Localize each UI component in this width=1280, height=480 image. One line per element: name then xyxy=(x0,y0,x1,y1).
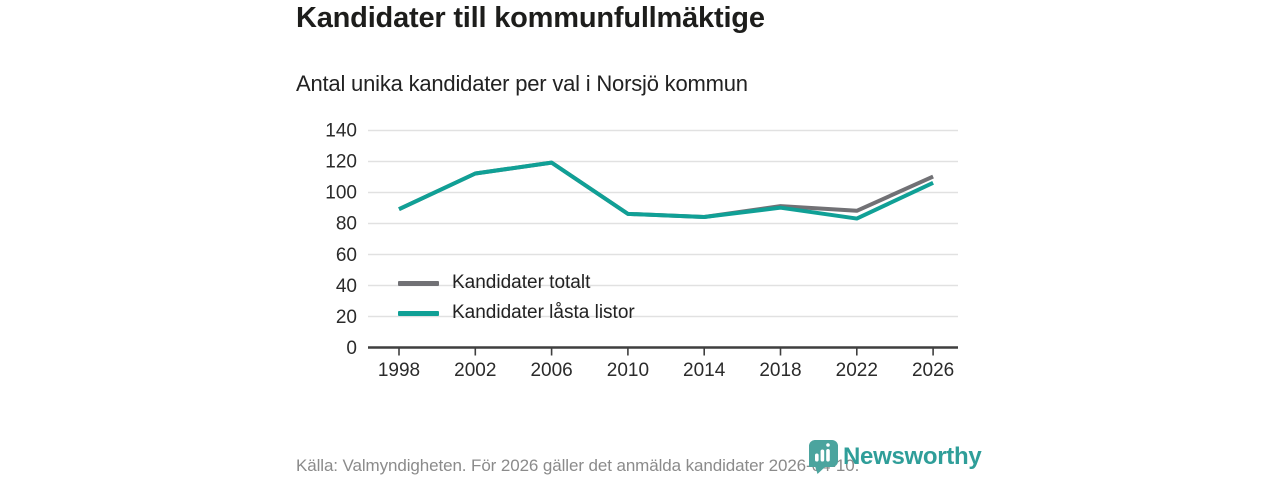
y-axis-tick-label: 60 xyxy=(336,245,357,266)
y-axis-tick-label: 0 xyxy=(346,338,357,359)
newsworthy-wordmark: Newsworthy xyxy=(843,443,982,470)
y-axis-tick-label: 140 xyxy=(325,121,357,142)
series-line-0 xyxy=(398,160,934,219)
x-axis-tick-label: 2010 xyxy=(607,360,649,381)
legend-swatch-locked-lists xyxy=(398,310,439,316)
legend-item-total: Kandidater totalt xyxy=(398,268,635,298)
newsworthy-logo[interactable]: Newsworthy xyxy=(809,440,982,474)
y-axis-tick-label: 100 xyxy=(325,183,357,204)
y-axis-tick-label: 40 xyxy=(336,276,357,297)
x-axis-tick-label: 2014 xyxy=(683,360,726,381)
series-line-1 xyxy=(398,160,934,221)
legend-label-total: Kandidater totalt xyxy=(452,272,591,293)
y-axis-tick-label: 120 xyxy=(325,152,357,173)
chart-legend: Kandidater totalt Kandidater låsta listo… xyxy=(398,268,635,328)
x-axis-tick-label: 2006 xyxy=(530,360,572,381)
chart-subtitle: Antal unika kandidater per val i Norsjö … xyxy=(296,71,748,96)
newsworthy-bubble-icon xyxy=(809,440,838,474)
x-axis-tick-label: 2026 xyxy=(912,360,954,381)
legend-swatch-total xyxy=(398,280,439,286)
legend-label-locked-lists: Kandidater låsta listor xyxy=(452,302,635,323)
y-axis-tick-label: 20 xyxy=(336,307,357,328)
x-axis-tick-label: 2022 xyxy=(836,360,878,381)
y-axis-tick-label: 80 xyxy=(336,214,357,235)
x-axis-tick-label: 2018 xyxy=(759,360,801,381)
x-axis-tick-label: 2002 xyxy=(454,360,496,381)
chart-title: Kandidater till kommunfullmäktige xyxy=(296,2,765,34)
source-note: Källa: Valmyndigheten. För 2026 gäller d… xyxy=(296,456,860,475)
x-axis-tick-label: 1998 xyxy=(378,360,420,381)
legend-item-locked-lists: Kandidater låsta listor xyxy=(398,298,635,328)
